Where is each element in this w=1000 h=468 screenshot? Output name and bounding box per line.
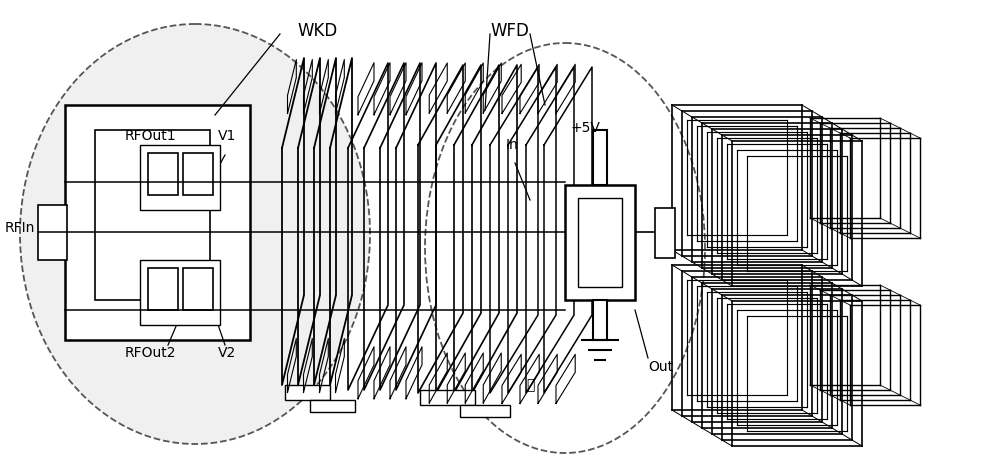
Bar: [140, 145, 220, 210]
Bar: [183, 268, 213, 310]
Text: V2: V2: [218, 346, 236, 360]
Bar: [593, 300, 607, 340]
Text: WFD: WFD: [491, 22, 529, 40]
Text: 空: 空: [526, 378, 534, 392]
Text: Out: Out: [648, 360, 673, 374]
Bar: [95, 130, 210, 300]
Bar: [285, 385, 330, 400]
Bar: [148, 153, 178, 195]
Bar: [460, 405, 510, 417]
Bar: [655, 208, 675, 258]
Bar: [578, 198, 622, 287]
Text: RFOut2: RFOut2: [125, 346, 176, 360]
Bar: [148, 268, 178, 310]
Bar: [183, 153, 213, 195]
Ellipse shape: [20, 24, 370, 444]
Bar: [310, 400, 355, 412]
Bar: [565, 185, 635, 300]
Bar: [593, 130, 607, 185]
Text: RFOut1: RFOut1: [125, 129, 177, 143]
Bar: [38, 205, 67, 260]
Text: +5V: +5V: [570, 121, 600, 135]
Bar: [420, 390, 475, 405]
Text: V1: V1: [218, 129, 236, 143]
Bar: [65, 105, 250, 340]
Text: In: In: [506, 138, 518, 152]
Text: WKD: WKD: [298, 22, 338, 40]
Text: RFIn: RFIn: [5, 221, 35, 235]
Bar: [140, 260, 220, 325]
